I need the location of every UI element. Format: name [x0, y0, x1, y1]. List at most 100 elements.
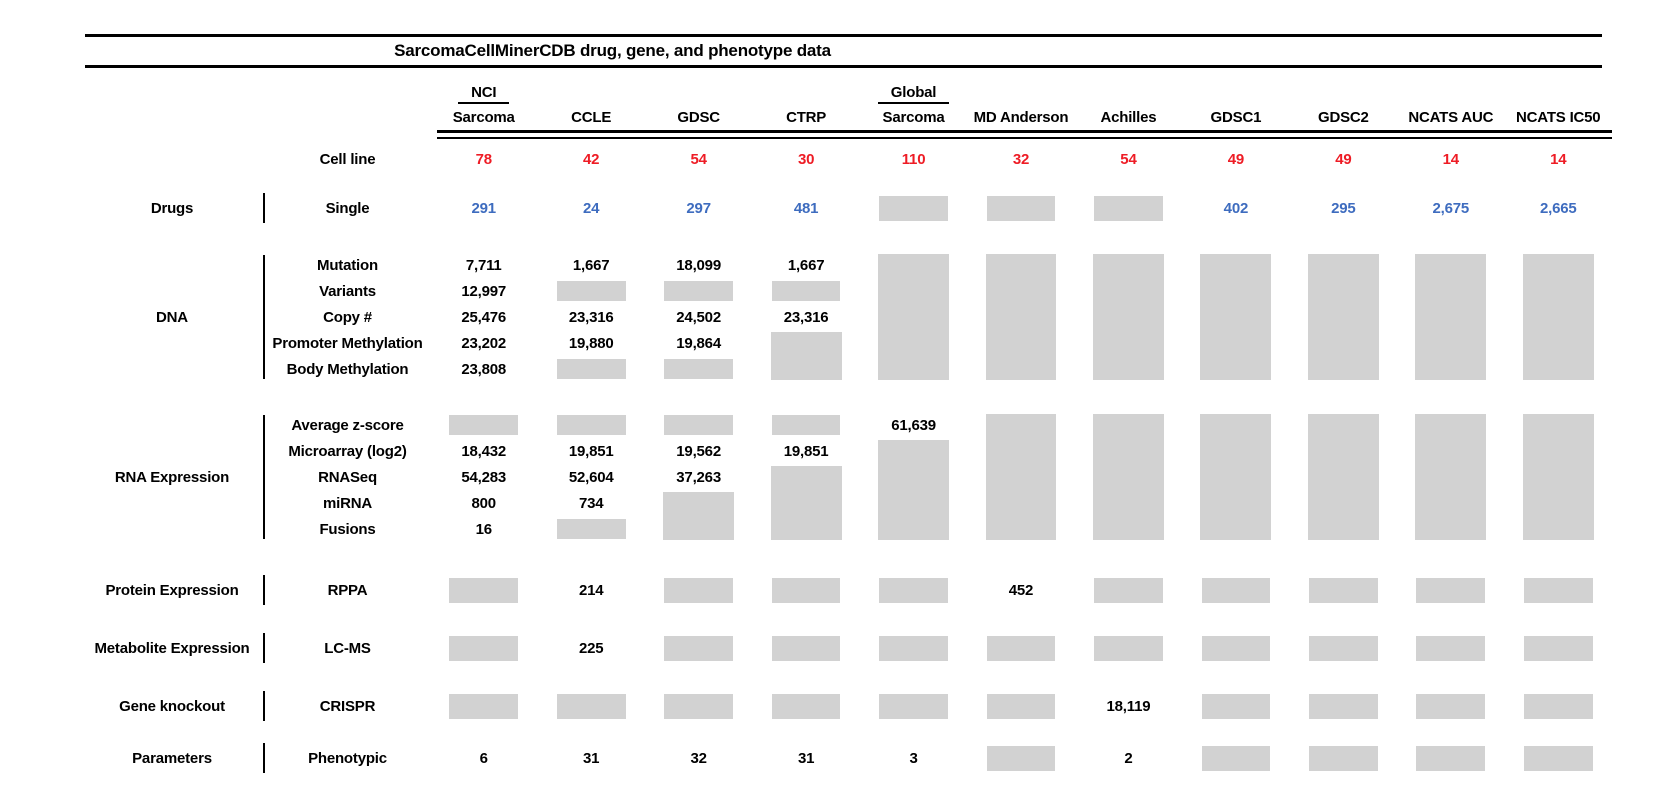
- cell-line-count: 14: [1442, 150, 1459, 168]
- no-data-cell: [1505, 688, 1612, 724]
- no-data-cell: [967, 190, 1074, 226]
- column-header-top: [967, 80, 1074, 104]
- no-data-cell: [1075, 630, 1182, 666]
- no-data-box: [1416, 693, 1486, 719]
- value-cell: 452: [1008, 581, 1034, 599]
- no-data-box: [1522, 254, 1594, 380]
- no-data-cell: [1290, 252, 1397, 382]
- no-data-cell: [860, 688, 967, 724]
- no-data-cell: [1290, 740, 1397, 776]
- no-data-box: [1092, 414, 1164, 540]
- cell-line-count: 49: [1335, 150, 1352, 168]
- no-data-box: [770, 332, 842, 380]
- no-data-cell: [752, 464, 859, 542]
- category-label: Metabolite Expression: [94, 639, 250, 657]
- no-data-cell: [430, 630, 537, 666]
- cell-line-count: 30: [797, 150, 815, 168]
- no-data-cell: [1290, 412, 1397, 542]
- no-data-box: [556, 359, 626, 379]
- no-data-box: [771, 415, 841, 435]
- no-data-box: [985, 414, 1057, 540]
- title-wrap: SarcomaCellMinerCDB drug, gene, and phen…: [85, 37, 1140, 65]
- no-data-box: [1307, 414, 1379, 540]
- no-data-box: [664, 415, 734, 435]
- value-cell: 19,851: [568, 442, 614, 460]
- value-cell: 214: [578, 581, 604, 599]
- value-cell: 52,604: [568, 468, 614, 486]
- column-header: MD Anderson: [973, 108, 1069, 126]
- cell-line-count: 42: [583, 150, 600, 168]
- row-label: Average z-score: [291, 416, 404, 434]
- no-data-cell: [1505, 252, 1612, 382]
- header-double-rule: [437, 130, 1612, 139]
- no-data-box: [1201, 745, 1271, 771]
- block-gene-knockout: Gene knockout CRISPR 18,119: [85, 688, 1612, 724]
- row-label: Single: [325, 199, 370, 217]
- no-data-box: [556, 415, 626, 435]
- no-data-cell: [430, 412, 537, 438]
- no-data-cell: [645, 490, 752, 542]
- no-data-box: [1522, 414, 1594, 540]
- column-header: Sarcoma: [452, 108, 515, 126]
- column-header: GDSC2: [1318, 108, 1369, 126]
- value-cell: 800: [471, 494, 497, 512]
- no-data-cell: [1505, 412, 1612, 542]
- value-cell: 402: [1223, 199, 1249, 217]
- value-cell: 23,202: [461, 334, 507, 352]
- header-underline: Global: [877, 84, 950, 104]
- category-label: Drugs: [150, 199, 194, 217]
- no-data-cell: [1182, 740, 1289, 776]
- no-data-box: [556, 519, 626, 539]
- value-cell: 61,639: [891, 416, 936, 434]
- no-data-cell: [752, 278, 859, 304]
- cell-line-count: 110: [901, 150, 926, 168]
- no-data-cell: [537, 356, 644, 382]
- value-cell: 2: [1124, 749, 1133, 767]
- no-data-cell: [860, 572, 967, 608]
- no-data-cell: [1397, 740, 1504, 776]
- no-data-box: [1307, 254, 1379, 380]
- column-header-top: [1505, 80, 1612, 104]
- no-data-box: [664, 281, 734, 301]
- no-data-cell: [537, 412, 644, 438]
- category-label: Gene knockout: [119, 697, 225, 715]
- no-data-cell: [1505, 740, 1612, 776]
- no-data-cell: [860, 252, 967, 382]
- no-data-cell: [1182, 572, 1289, 608]
- value-cell: 32: [690, 749, 707, 767]
- no-data-box: [1416, 745, 1486, 771]
- no-data-box: [449, 693, 519, 719]
- no-data-box: [1201, 635, 1271, 661]
- no-data-cell: [537, 278, 644, 304]
- block-parameters: Parameters Phenotypic 6 31 32 31 3 2: [85, 740, 1612, 776]
- cell-line-count: 49: [1227, 150, 1245, 168]
- value-cell: 24: [583, 199, 600, 217]
- no-data-box: [1416, 635, 1486, 661]
- column-header-top: [1182, 80, 1289, 104]
- column-header-top: [645, 80, 752, 104]
- no-data-cell: [537, 516, 644, 542]
- value-cell: 19,864: [676, 334, 721, 352]
- value-cell: 291: [471, 199, 497, 217]
- value-cell: 31: [583, 749, 600, 767]
- value-cell: 23,808: [461, 360, 507, 378]
- column-header-row: NCI Sarcoma CCLE GDSC CTRP Global Sarcoma MD An…: [85, 80, 1612, 130]
- value-cell: 7,711: [465, 256, 502, 274]
- no-data-cell: [967, 630, 1074, 666]
- no-data-box: [879, 693, 948, 719]
- column-header: CTRP: [786, 108, 827, 126]
- no-data-box: [556, 693, 626, 719]
- column-header-top: Global: [860, 80, 967, 104]
- column-header: Sarcoma: [882, 108, 945, 126]
- value-cell: 23,316: [568, 308, 614, 326]
- value-cell: 2,665: [1539, 199, 1577, 217]
- column-header: Achilles: [1100, 108, 1157, 126]
- value-cell: 1,667: [572, 256, 610, 274]
- column-header: GDSC: [677, 108, 720, 126]
- no-data-cell: [537, 688, 644, 724]
- value-cell: 18,119: [1106, 697, 1151, 715]
- value-cell: 481: [793, 199, 819, 217]
- no-data-box: [1092, 254, 1164, 380]
- no-data-cell: [645, 572, 752, 608]
- value-cell: 295: [1331, 199, 1356, 217]
